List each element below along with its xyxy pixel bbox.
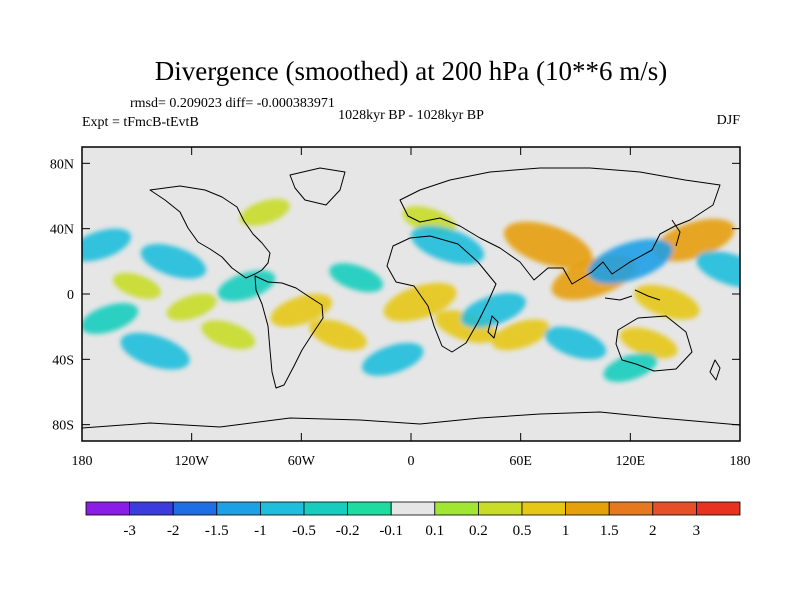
colorbar-label: 1.5 (600, 523, 619, 539)
x-tick-label: 120W (175, 454, 210, 469)
colorbar-label: 3 (693, 523, 701, 539)
anomaly-region (140, 243, 207, 279)
stats-line: rmsd= 0.209023 diff= -0.000383971 (130, 96, 335, 111)
colorbar-label: -1 (254, 523, 267, 539)
colorbar-label: -0.1 (379, 523, 403, 539)
chart-title: Divergence (smoothed) at 200 hPa (10**6 … (155, 56, 667, 86)
anomaly-region (329, 263, 384, 293)
anomaly-region (460, 292, 526, 328)
anomaly-region (544, 326, 607, 360)
colorbar-label: 0.1 (425, 523, 444, 539)
anomaly-region (491, 319, 550, 351)
period-label: 1028kyr BP - 1028kyr BP (338, 108, 484, 123)
anomaly-region (309, 319, 367, 351)
x-tick-label: 180 (730, 454, 751, 469)
anomaly-region (634, 284, 700, 320)
colorbar-bin (390, 501, 436, 516)
y-tick-label: 0 (67, 288, 74, 303)
colorbar-label: 2 (649, 523, 657, 539)
colorbar-label: -0.2 (336, 523, 360, 539)
anomaly-region (112, 272, 161, 299)
anomaly-region (166, 293, 217, 321)
anomaly-region (653, 218, 735, 262)
y-tick-label: 80S (52, 419, 74, 434)
x-tick-label: 120E (616, 454, 646, 469)
colorbar-label: 0.2 (469, 523, 488, 539)
anomaly-region (603, 353, 658, 382)
y-tick-label: 80N (50, 157, 74, 172)
colorbar-bin (259, 501, 305, 516)
anomaly-region (503, 221, 593, 269)
coastlines (82, 167, 740, 429)
y-tick-label: 40S (52, 353, 74, 368)
colorbar-label: -2 (167, 523, 180, 539)
season-label: DJF (717, 113, 741, 128)
colorbar-bin (696, 501, 741, 516)
x-tick-label: 60E (509, 454, 532, 469)
anomaly-region (217, 270, 276, 302)
anomaly-region (82, 228, 132, 262)
colorbar-label: 0.5 (513, 523, 532, 539)
colorbar-bin (521, 501, 566, 516)
anomaly-region (411, 225, 485, 265)
colorbar-bin (565, 501, 610, 516)
anomaly-region (619, 327, 678, 359)
colorbar-label: -3 (123, 523, 136, 539)
anomaly-region (361, 342, 424, 376)
x-tick-label: 60W (288, 454, 316, 469)
colorbar-bin (608, 501, 654, 516)
colorbar-bin (347, 501, 392, 516)
colorbar-label: -0.5 (292, 523, 316, 539)
colorbar-bin (216, 501, 261, 516)
colorbar-bin (652, 501, 697, 516)
anomaly-region (383, 282, 457, 322)
colorbar-bin (477, 501, 523, 516)
colorbar-bin (129, 501, 174, 516)
anomaly-region (239, 198, 290, 226)
colorbar-bin (172, 501, 218, 516)
colorbar-bin (434, 501, 479, 516)
colorbar-bin (85, 501, 130, 516)
y-tick-label: 40N (50, 223, 74, 238)
x-tick-label: 0 (408, 454, 415, 469)
anomaly-region (120, 332, 190, 370)
colorbar-bin (303, 501, 348, 516)
anomaly-region (201, 320, 256, 350)
x-tick-label: 180 (72, 454, 93, 469)
colorbar-label: 1 (562, 523, 570, 539)
colorbar: -3 -2 -1.5 -1 -0.5 -0.2 -0.1 0.1 0.2 0.5 1 1.5 2 3 (85, 501, 741, 539)
axes: 180 120W 60W 0 60E 120E 180 80N 40N 0 40S 80S (50, 147, 751, 469)
experiment-label: Expt = tFmcB-tEvtB (82, 115, 199, 130)
colorbar-label: -1.5 (205, 523, 229, 539)
anomaly-region (82, 303, 139, 334)
anomaly-region (696, 251, 740, 288)
